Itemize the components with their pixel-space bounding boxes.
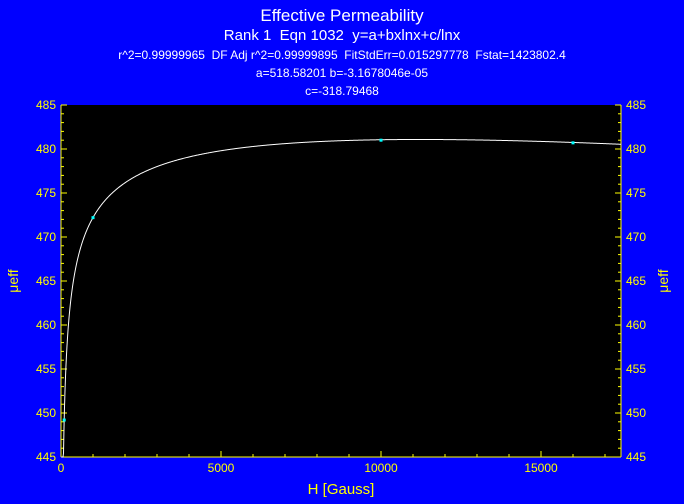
y-tick-label-right: 450 [626, 406, 646, 420]
chart-title: Effective Permeability [260, 6, 424, 25]
y-axis-label-right: μeff [655, 269, 671, 292]
y-tick-label-left: 445 [36, 450, 56, 464]
x-axis-label: H [Gauss] [308, 481, 375, 498]
plot-area [61, 105, 621, 457]
data-point-group [62, 138, 575, 422]
x-tick-label: 5000 [208, 461, 235, 475]
y-tick-label-right: 475 [626, 186, 646, 200]
fit-statistics: r^2=0.99999965 DF Adj r^2=0.99999895 Fit… [118, 48, 566, 62]
chart-subtitle: Rank 1 Eqn 1032 y=a+bxlnx+c/lnx [223, 27, 461, 44]
fit-curve [61, 138, 622, 458]
x-tick-label: 0 [58, 461, 65, 475]
y-tick-label-right: 485 [626, 98, 646, 112]
y-tick-label-left: 460 [36, 318, 56, 332]
y-tick-label-left: 455 [36, 362, 56, 376]
data-point [571, 141, 575, 145]
y-tick-label-left: 475 [36, 186, 56, 200]
x-tick-label: 10000 [364, 461, 398, 475]
x-tick-label: 15000 [524, 461, 558, 475]
y-tick-label-right: 460 [626, 318, 646, 332]
fit-parameters-line-2: c=-318.79468 [305, 84, 379, 98]
y-tick-label-left: 480 [36, 142, 56, 156]
tick-group: 445 445 450 450 455 455 460 460 465 465 470 470 475 4… [36, 98, 646, 475]
y-tick-label-right: 445 [626, 450, 646, 464]
y-axis-label-left: μeff [5, 269, 21, 292]
y-tick-label-right: 470 [626, 230, 646, 244]
y-tick-label-right: 455 [626, 362, 646, 376]
data-point [379, 138, 383, 142]
data-point [62, 418, 66, 422]
y-tick-label-right: 465 [626, 274, 646, 288]
data-point [91, 216, 95, 220]
y-tick-label-left: 450 [36, 406, 56, 420]
fit-parameters-line-1: a=518.58201 b=-3.1678046e-05 [255, 66, 429, 80]
y-tick-label-right: 480 [626, 142, 646, 156]
y-tick-label-left: 465 [36, 274, 56, 288]
y-tick-label-left: 485 [36, 98, 56, 112]
y-tick-label-left: 470 [36, 230, 56, 244]
